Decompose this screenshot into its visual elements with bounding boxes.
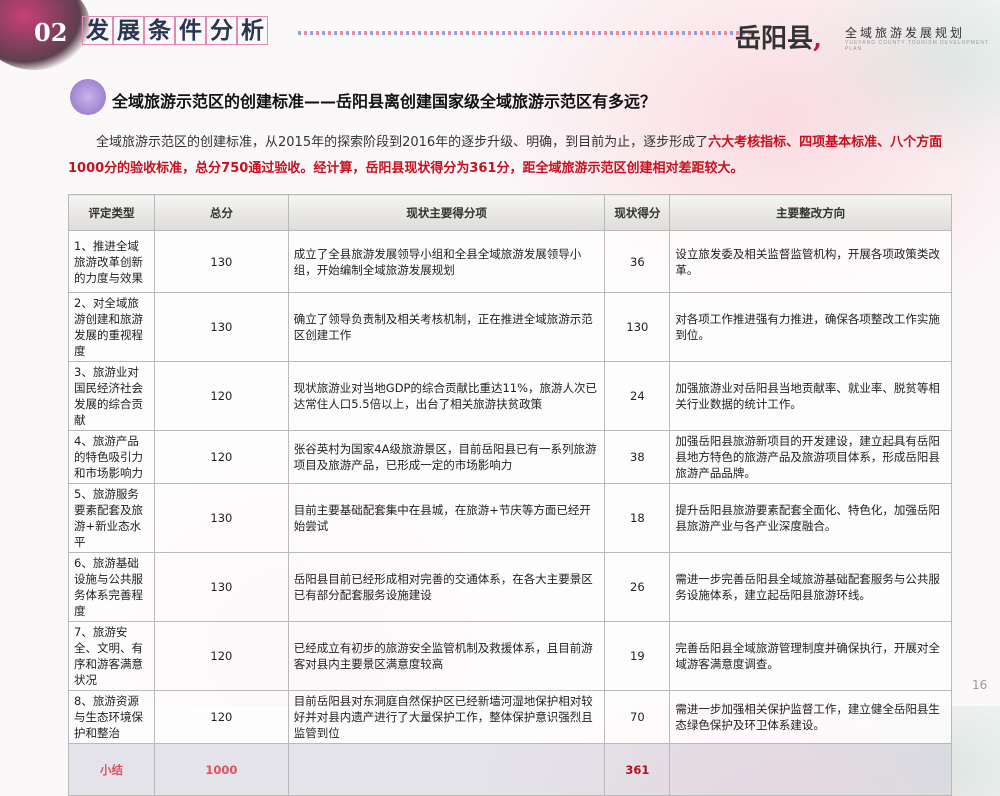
improvement-cell: 加强岳阳县旅游新项目的开发建设，建立起具有岳阳县地方特色的旅游产品及旅游项目体系… [669, 430, 952, 484]
table-row: 4、旅游产品的特色吸引力和市场影响力 120 张谷英村为国家4A级旅游景区，目前岳阳… [68, 430, 952, 484]
section-title-char: 件 [175, 16, 206, 45]
section-title-char: 条 [144, 16, 175, 45]
total-score-cell: 120 [153, 430, 289, 484]
table-row: 3、旅游业对国民经济社会发展的综合贡献 120 现状旅游业对当地GDP的综合贡献比重… [68, 361, 952, 431]
category-cell: 4、旅游产品的特色吸引力和市场影响力 [68, 430, 155, 484]
logo-english: YUEYANG COUNTY TOURISM DEVELOPMENT PLAN [845, 40, 989, 52]
intro-paragraph: 全域旅游示范区的创建标准，从2015年的探索阶段到2016年的逐步升级、明确，到… [68, 130, 953, 182]
current-score-cell: 70 [604, 690, 671, 744]
current-score-cell: 130 [604, 292, 671, 362]
total-score-cell: 120 [153, 621, 289, 691]
page-heading: 全域旅游示范区的创建标准——岳阳县离创建国家级全域旅游示范区有多远？ [112, 92, 657, 111]
summary-total: 1000 [153, 743, 289, 796]
improvement-cell: 完善岳阳县全域旅游管理制度并确保执行，开展对全域游客满意度调查。 [669, 621, 952, 691]
section-title: 发 展 条 件 分 析 [82, 16, 268, 45]
total-score-cell: 130 [153, 483, 289, 553]
category-cell: 2、对全域旅游创建和旅游发展的重视程度 [68, 292, 155, 362]
current-score-cell: 18 [604, 483, 671, 553]
improvement-cell: 设立旅发委及相关监督监管机构，开展各项政策类改革。 [669, 230, 952, 293]
summary-row: 小结 1000 361 [68, 743, 952, 796]
logo: 岳阳县, [735, 24, 823, 54]
logo-text: 岳阳县 [735, 24, 814, 54]
total-score-cell: 130 [153, 552, 289, 622]
category-cell: 7、旅游安全、文明、有序和游客满意状况 [68, 621, 155, 691]
current-items-cell: 目前岳阳县对东洞庭自然保护区已经新墙河湿地保护相对较好并对县内遗产进行了大量保护… [287, 690, 606, 744]
intro-text: 全域旅游示范区的创建标准，从2015年的探索阶段到2016年的逐步升级、明确，到… [96, 135, 709, 150]
improvement-cell: 提升岳阳县旅游要素配套全面化、特色化，加强岳阳县旅游产业与各产业深度融合。 [669, 483, 952, 553]
improvement-cell: 加强旅游业对岳阳县当地贡献率、就业率、脱贫等相关行业数据的统计工作。 [669, 361, 952, 431]
column-header: 现状主要得分项 [287, 194, 606, 231]
category-cell: 1、推进全域旅游改革创新的力度与效果 [68, 230, 155, 293]
improvement-cell: 需进一步加强相关保护监督工作，建立健全岳阳县生态绿色保护及环卫体系建设。 [669, 690, 952, 744]
logo-subtitle: 全域旅游发展规划 [845, 26, 966, 40]
category-cell: 3、旅游业对国民经济社会发展的综合贡献 [68, 361, 155, 431]
summary-score: 361 [604, 743, 671, 796]
table-header-row: 评定类型 总分 现状主要得分项 现状得分 主要整改方向 [68, 194, 952, 231]
current-items-cell: 张谷英村为国家4A级旅游景区，目前岳阳县已有一系列旅游项目及旅游产品，已形成一定… [287, 430, 606, 484]
category-cell: 5、旅游服务要素配套及旅游+新业态水平 [68, 483, 155, 553]
heading-bullet-icon [70, 79, 106, 115]
section-title-char: 析 [237, 16, 268, 45]
page-number: 16 [972, 678, 988, 692]
table-row: 7、旅游安全、文明、有序和游客满意状况 120 已经成立有初步的旅游安全监管机制及救… [68, 621, 952, 691]
total-score-cell: 120 [153, 690, 289, 744]
category-cell: 6、旅游基础设施与公共服务体系完善程度 [68, 552, 155, 622]
section-title-char: 发 [82, 16, 113, 45]
current-score-cell: 26 [604, 552, 671, 622]
section-title-char: 分 [206, 16, 237, 45]
category-cell: 8、旅游资源与生态环境保护和整治 [68, 690, 155, 744]
total-score-cell: 130 [153, 230, 289, 293]
table-row: 2、对全域旅游创建和旅游发展的重视程度 130 确立了领导负责制及相关考核机制，正在… [68, 292, 952, 362]
current-score-cell: 24 [604, 361, 671, 431]
current-items-cell: 确立了领导负责制及相关考核机制，正在推进全域旅游示范区创建工作 [287, 292, 606, 362]
column-header: 现状得分 [604, 194, 671, 231]
current-score-cell: 19 [604, 621, 671, 691]
current-items-cell: 目前主要基础配套集中在县城，在旅游+节庆等方面已经开始尝试 [287, 483, 606, 553]
total-score-cell: 130 [153, 292, 289, 362]
section-title-char: 展 [113, 16, 144, 45]
table-row: 6、旅游基础设施与公共服务体系完善程度 130 岳阳县目前已经形成相对完善的交通体系… [68, 552, 952, 622]
table-row: 8、旅游资源与生态环境保护和整治 120 目前岳阳县对东洞庭自然保护区已经新墙河湿地… [68, 690, 952, 744]
current-score-cell: 36 [604, 230, 671, 293]
improvement-cell: 需进一步完善岳阳县全域旅游基础配套服务与公共服务设施体系，建立起岳阳县旅游环线。 [669, 552, 952, 622]
table-row: 1、推进全域旅游改革创新的力度与效果 130 成立了全县旅游发展领导小组和全县全域旅… [68, 230, 952, 293]
column-header: 评定类型 [68, 194, 155, 231]
column-header: 总分 [153, 194, 289, 231]
dotted-divider [298, 31, 753, 35]
total-score-cell: 120 [153, 361, 289, 431]
section-number: 02 [34, 18, 68, 47]
summary-empty [287, 743, 606, 796]
column-header: 主要整改方向 [669, 194, 952, 231]
current-items-cell: 岳阳县目前已经形成相对完善的交通体系，在各大主要景区已有部分配套服务设施建设 [287, 552, 606, 622]
current-score-cell: 38 [604, 430, 671, 484]
summary-label: 小结 [68, 743, 155, 796]
summary-empty [669, 743, 952, 796]
current-items-cell: 已经成立有初步的旅游安全监管机制及救援体系，且目前游客对县内主要景区满意度较高 [287, 621, 606, 691]
table-row: 5、旅游服务要素配套及旅游+新业态水平 130 目前主要基础配套集中在县城，在旅游+… [68, 483, 952, 553]
intro-highlight: 六大考核指标、四项基本标准、八个方面1000分的验收标准，总分750通过验收。经… [68, 135, 943, 176]
current-items-cell: 现状旅游业对当地GDP的综合贡献比重达11%，旅游人次已达常住人口5.5倍以上，… [287, 361, 606, 431]
current-items-cell: 成立了全县旅游发展领导小组和全县全域旅游发展领导小组，开始编制全域旅游发展规划 [287, 230, 606, 293]
improvement-cell: 对各项工作推进强有力推进，确保各项整改工作实施到位。 [669, 292, 952, 362]
